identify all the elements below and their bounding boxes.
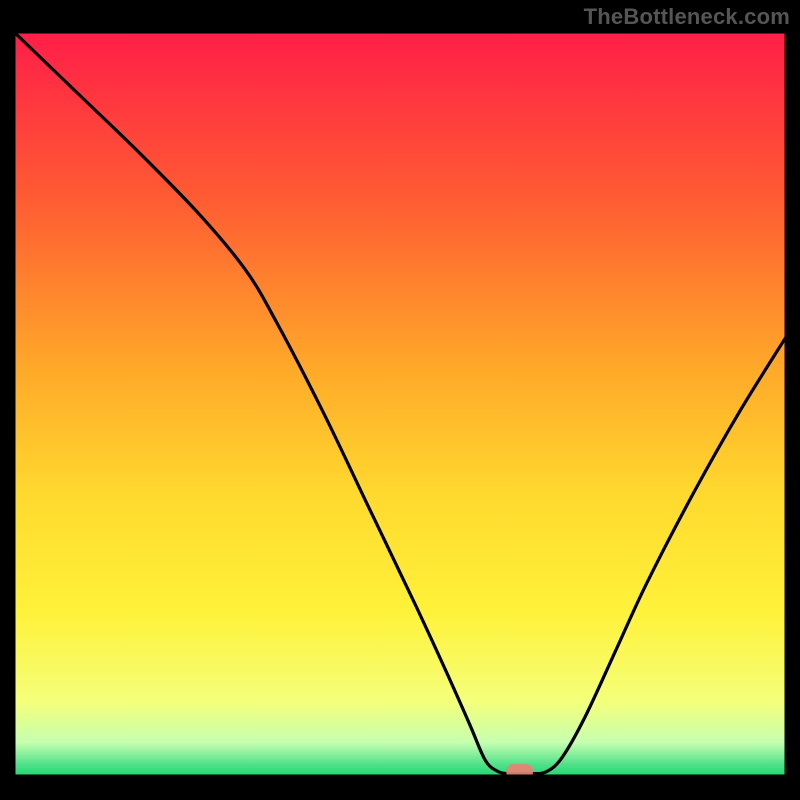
chart-stage: TheBottleneck.com xyxy=(0,0,800,800)
bottleneck-chart xyxy=(0,0,800,800)
